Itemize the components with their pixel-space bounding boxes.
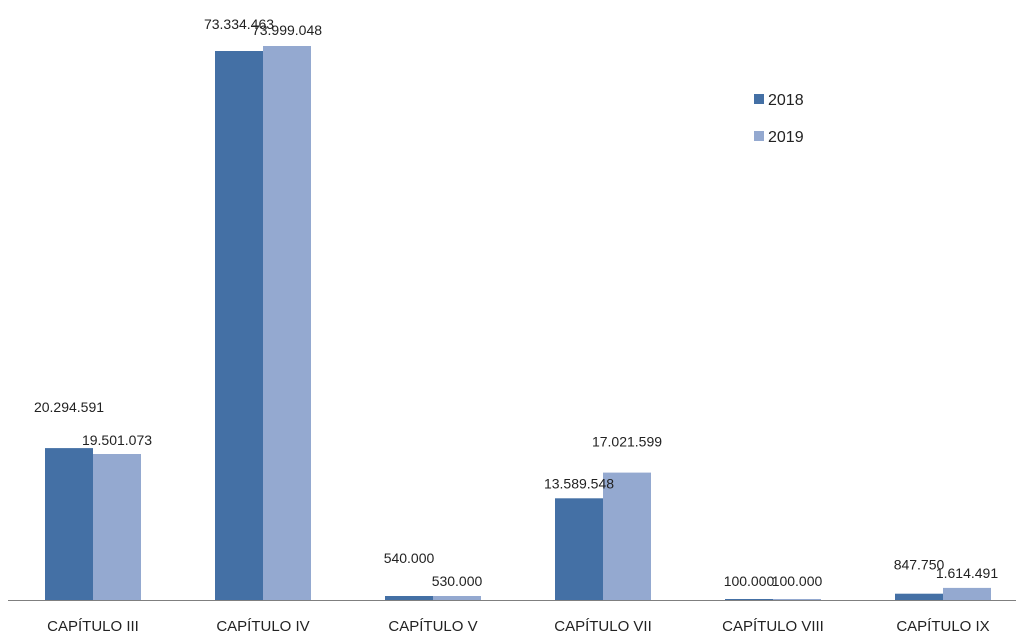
bar-2018-1 bbox=[215, 51, 263, 600]
legend-swatch-2019 bbox=[754, 131, 764, 141]
legend-swatch-2018 bbox=[754, 94, 764, 104]
legend-label-2018: 2018 bbox=[768, 92, 804, 109]
bar-2018-4 bbox=[725, 599, 773, 600]
bar-2019-0 bbox=[93, 454, 141, 600]
legend-label-2019: 2019 bbox=[768, 129, 804, 146]
bar-2019-5 bbox=[943, 587, 991, 600]
data-label-2018-0: 20.294.591 bbox=[34, 399, 104, 415]
data-label-2019-0: 19.501.073 bbox=[82, 432, 152, 448]
x-tick-label-1: CAPÍTULO IV bbox=[216, 618, 309, 635]
bar-2019-2 bbox=[433, 596, 481, 600]
x-tick-labels-group: CAPÍTULO III CAPÍTULO IV CAPÍTULO V CAPÍTUL… bbox=[47, 618, 990, 635]
bar-2018-0 bbox=[45, 448, 93, 600]
data-label-2019-2: 530.000 bbox=[432, 573, 483, 589]
data-label-2019-3: 17.021.599 bbox=[592, 434, 662, 450]
data-label-2018-5: 847.750 bbox=[894, 557, 945, 573]
x-tick-label-5: CAPÍTULO IX bbox=[896, 618, 989, 635]
x-tick-label-4: CAPÍTULO VIII bbox=[722, 618, 824, 635]
x-tick-label-2: CAPÍTULO V bbox=[388, 618, 477, 635]
bar-2019-3 bbox=[603, 472, 651, 600]
data-label-2019-1: 73.999.048 bbox=[252, 22, 322, 38]
legend: 2018 2019 bbox=[754, 92, 804, 146]
x-tick-label-0: CAPÍTULO III bbox=[47, 618, 139, 635]
data-label-2019-5: 1.614.491 bbox=[936, 565, 998, 581]
bar-2018-5 bbox=[895, 593, 943, 600]
data-labels-group: 20.294.591 19.501.073 73.334.46373.999.048… bbox=[34, 16, 998, 589]
data-label-2019-4: 100.000 bbox=[772, 573, 823, 589]
bar-2019-4 bbox=[773, 599, 821, 600]
x-tick-label-3: CAPÍTULO VII bbox=[554, 618, 652, 635]
bar-2018-3 bbox=[555, 498, 603, 600]
bar-2019-1 bbox=[263, 46, 311, 600]
data-label-2018-2: 540.000 bbox=[384, 550, 435, 566]
data-label-2018-3: 13.589.548 bbox=[544, 475, 614, 491]
data-label-2018-1: 73.334.463 bbox=[204, 16, 274, 32]
bar-2018-2 bbox=[385, 596, 433, 600]
data-label-2018-4: 100.000 bbox=[724, 573, 775, 589]
bars-group bbox=[45, 46, 991, 600]
